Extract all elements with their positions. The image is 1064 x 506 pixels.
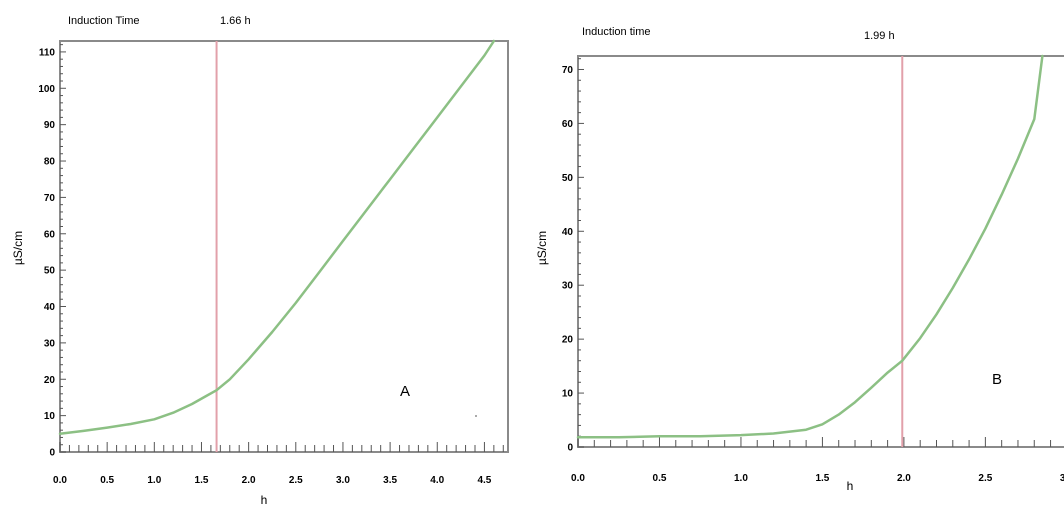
y-tick-label: 20: [562, 335, 574, 346]
y-axis-title: µS/cm: [535, 231, 549, 265]
y-tick-label: 50: [562, 173, 574, 184]
x-tick-label: 0.0: [53, 475, 67, 486]
x-tick-label: 0.0: [571, 473, 585, 484]
x-tick-label: 1.5: [815, 473, 829, 484]
x-tick-label: 0.5: [100, 475, 114, 486]
x-tick-label: 2.5: [978, 473, 992, 484]
panel-letter-a: A: [400, 383, 410, 400]
stray-dot-mark: [475, 415, 477, 417]
y-tick-label: 90: [44, 120, 56, 131]
y-tick-label: 60: [562, 119, 574, 130]
x-tick-label: 2.5: [289, 475, 303, 486]
y-tick-label: 40: [44, 302, 56, 313]
x-tick-label: 2.0: [897, 473, 911, 484]
panel-letter-b: B: [992, 371, 1002, 388]
y-tick-label: 70: [562, 65, 574, 76]
x-tick-label: 3.5: [383, 475, 397, 486]
x-tick-label: 1.0: [147, 475, 161, 486]
plot-frame: [577, 55, 1064, 448]
y-tick-label: 0: [49, 448, 55, 459]
y-tick-label: 30: [44, 338, 56, 349]
x-tick-label: 0.5: [653, 473, 667, 484]
y-tick-label: 80: [44, 157, 56, 168]
chart-panel-a: 0 10 20 30 40 50 60 70 80 90 100 110 0.0 0.5 1.0 1.5 2.0…: [11, 15, 509, 506]
x-tick-label: 3.0: [336, 475, 350, 486]
induction-time-header: Induction time: [582, 26, 650, 38]
conductivity-curve-series: [576, 54, 1044, 439]
y-axis-title: µS/cm: [11, 231, 25, 265]
y-tick-label: 10: [562, 389, 574, 400]
y-tick-label: 70: [44, 193, 56, 204]
x-tick-label: 1.5: [195, 475, 209, 486]
y-tick-label: 40: [562, 227, 574, 238]
induction-time-value: 1.66 h: [220, 15, 251, 27]
y-tick-label: 0: [567, 443, 573, 454]
induction-time-header: Induction Time: [68, 15, 140, 27]
x-tick-label: 2.0: [242, 475, 256, 486]
x-tick-label: 4.0: [430, 475, 444, 486]
y-tick-label: 50: [44, 266, 56, 277]
induction-time-value: 1.99 h: [864, 30, 895, 42]
y-tick-label: 60: [44, 229, 56, 240]
y-tick-label: 30: [562, 281, 574, 292]
chart-panel-b: 0 10 20 30 40 50 60 70 0.0 0.5 1.0 1.5 2.0 2.5 3.0 Indu…: [535, 26, 1064, 493]
plot-frame: [59, 40, 509, 453]
y-tick-label: 100: [38, 84, 55, 95]
y-tick-label: 10: [44, 411, 56, 422]
x-tick-label: 3.0: [1060, 473, 1064, 484]
y-tick-label: 20: [44, 375, 56, 386]
y-tick-label: 110: [39, 47, 56, 58]
x-axis-title: h: [261, 493, 268, 506]
x-tick-label: 1.0: [734, 473, 748, 484]
conductivity-curve-series: [58, 39, 496, 436]
x-axis-title: h: [847, 479, 854, 493]
x-tick-label: 4.5: [477, 475, 491, 486]
